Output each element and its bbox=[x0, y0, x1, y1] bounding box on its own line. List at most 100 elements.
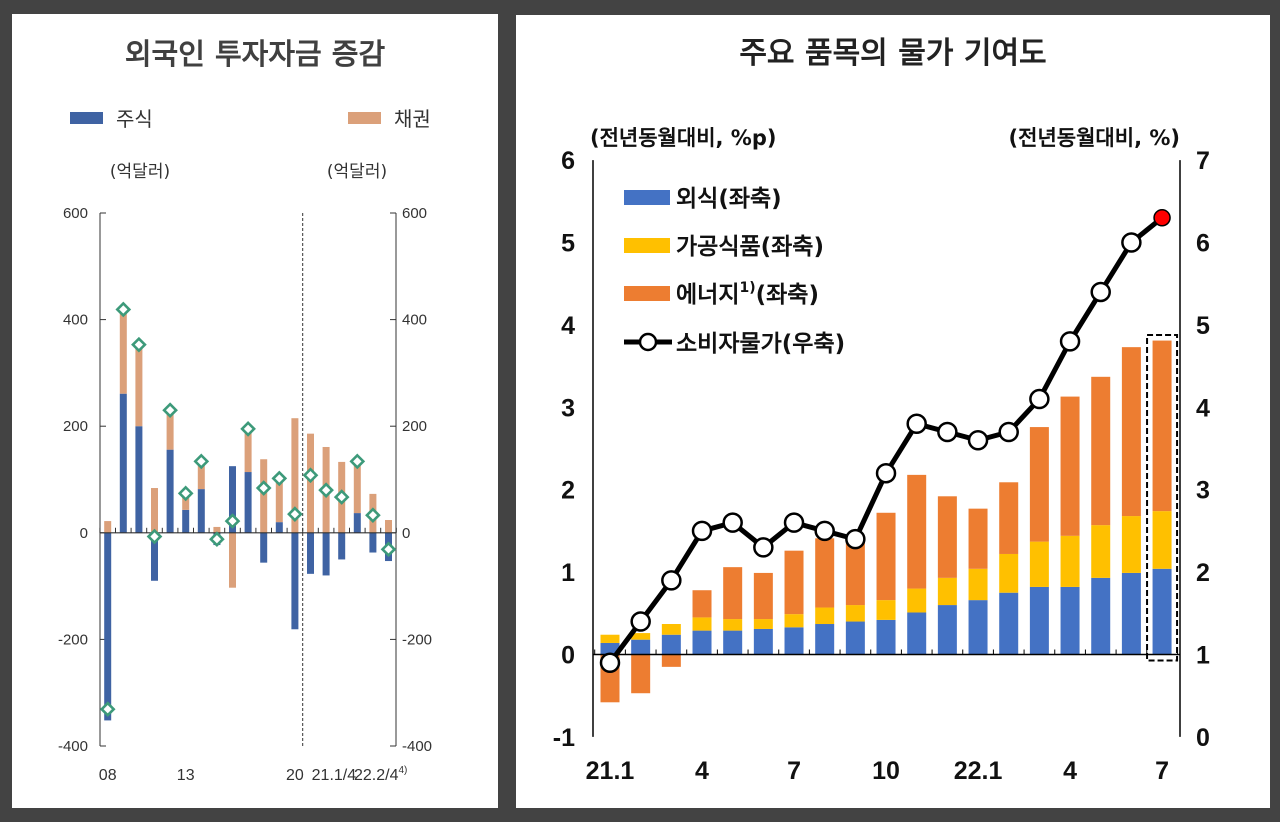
bar-processed-food bbox=[876, 600, 896, 620]
bar-processed-food bbox=[1091, 525, 1111, 578]
bar-dining bbox=[784, 627, 804, 655]
bar-bond bbox=[104, 521, 112, 533]
bar-processed-food bbox=[1121, 516, 1141, 573]
bar-processed-food bbox=[845, 605, 865, 622]
net-marker bbox=[224, 513, 241, 529]
cpi-point-latest bbox=[1153, 209, 1171, 227]
bar-processed-food bbox=[631, 633, 651, 640]
bar-stock bbox=[182, 509, 190, 533]
y-tick-label-left: 1 bbox=[561, 559, 575, 587]
legend-swatch-bond bbox=[348, 112, 381, 124]
bar-dining bbox=[999, 592, 1019, 655]
y-tick-label-left: 400 bbox=[63, 312, 88, 329]
net-marker bbox=[131, 336, 147, 353]
x-tick-label: 4 bbox=[1063, 757, 1077, 785]
legend-swatch-cpi-marker bbox=[638, 332, 658, 352]
y-tick-label-left: 2 bbox=[561, 477, 575, 505]
cpi-point bbox=[691, 520, 713, 542]
bar-stock bbox=[135, 426, 143, 533]
bar-dining bbox=[815, 624, 835, 655]
net-marker bbox=[209, 531, 225, 548]
y-tick-label-right: 0 bbox=[1196, 724, 1210, 752]
net-marker bbox=[302, 467, 319, 484]
bar-processed-food bbox=[968, 568, 988, 601]
legend-label-cpi: 소비자물가(우축) bbox=[676, 331, 845, 357]
legend-swatch-energy bbox=[624, 286, 670, 301]
bar-dining bbox=[753, 628, 773, 655]
legend-swatch-dining bbox=[624, 190, 670, 205]
bar-energy bbox=[784, 550, 804, 615]
y-tick-label-left: 3 bbox=[561, 394, 575, 422]
x-tick-label: 10 bbox=[872, 757, 900, 785]
cpi-point bbox=[722, 512, 743, 533]
cpi-point bbox=[967, 430, 989, 451]
legend-superscript: 1) bbox=[739, 280, 755, 296]
price-contribution-chart-panel: 주요 품목의 물가 기여도 (전년동월대비, %p) (전년동월대비, %) -1 0 1… bbox=[516, 15, 1270, 808]
bar-dining bbox=[968, 600, 988, 655]
net-marker bbox=[99, 701, 116, 718]
bar-dining bbox=[1029, 586, 1049, 655]
bar-processed-food bbox=[692, 617, 712, 631]
bar-stock bbox=[260, 532, 268, 563]
bar-dining bbox=[845, 621, 865, 655]
bar-stock bbox=[197, 489, 205, 533]
bar-stock bbox=[275, 522, 283, 533]
y-tick-label-left: -1 bbox=[553, 724, 575, 752]
cpi-point bbox=[1059, 331, 1081, 352]
bar-processed-food bbox=[1152, 511, 1172, 569]
y-tick-label-right: -200 bbox=[402, 631, 432, 648]
legend-swatch-stock bbox=[70, 112, 103, 124]
bar-stock bbox=[229, 466, 236, 533]
cpi-point bbox=[845, 528, 866, 550]
y-tick-label-left: 0 bbox=[561, 642, 575, 670]
y-tick-label-right: 1 bbox=[1196, 642, 1210, 670]
legend-suffix: (좌축) bbox=[756, 282, 819, 308]
y-tick-label-left: -200 bbox=[58, 631, 88, 648]
bar-dining bbox=[692, 630, 712, 655]
net-marker bbox=[287, 506, 303, 522]
y-tick-label-left: 6 bbox=[561, 147, 575, 175]
bar-energy bbox=[907, 474, 927, 589]
bar-bond bbox=[244, 428, 252, 473]
cpi-point bbox=[998, 421, 1019, 443]
cpi-point bbox=[753, 537, 774, 558]
y-tick-label-left: 200 bbox=[63, 418, 88, 435]
chart-title: 외국인 투자자금 증감 bbox=[125, 37, 386, 71]
bar-energy bbox=[723, 567, 743, 620]
y-tick-label-right: 200 bbox=[402, 418, 427, 435]
bar-stock bbox=[104, 532, 112, 721]
y-axis-unit-right: (억달러) bbox=[327, 162, 387, 182]
bar-processed-food bbox=[937, 577, 957, 606]
bar-bond bbox=[275, 478, 283, 523]
cpi-point bbox=[1121, 232, 1142, 253]
y-tick-label-right: 400 bbox=[402, 312, 427, 329]
y-tick-label-right: 4 bbox=[1196, 394, 1210, 422]
net-marker bbox=[162, 402, 178, 419]
bar-energy bbox=[937, 496, 957, 578]
net-marker bbox=[349, 453, 366, 470]
bar-bond bbox=[229, 532, 236, 588]
x-tick-label: 22.1 bbox=[954, 757, 1003, 785]
bar-processed-food bbox=[723, 619, 743, 631]
y-tick-label-left: 4 bbox=[561, 312, 575, 340]
y-tick-label-right: 0 bbox=[402, 525, 410, 542]
bar-bond bbox=[353, 461, 361, 514]
y-axis-unit-right: (전년동월대비, %) bbox=[1009, 126, 1180, 150]
bar-dining bbox=[661, 634, 681, 655]
x-tick-label-superscript: 4) bbox=[398, 765, 407, 776]
cpi-point bbox=[814, 520, 835, 542]
bar-bond bbox=[385, 520, 392, 533]
bar-stock bbox=[119, 393, 127, 533]
bar-processed-food bbox=[753, 619, 773, 629]
bar-energy bbox=[1060, 396, 1080, 536]
bar-stock bbox=[369, 532, 377, 553]
x-tick-label: 20 bbox=[286, 767, 304, 784]
bar-dining bbox=[937, 605, 957, 655]
y-tick-label-right: 600 bbox=[402, 205, 427, 222]
bar-energy bbox=[631, 654, 651, 694]
bar-stock bbox=[353, 513, 361, 533]
bar-dining bbox=[600, 642, 620, 655]
net-marker bbox=[318, 482, 334, 498]
bar-energy bbox=[661, 654, 681, 667]
y-tick-label-right: 3 bbox=[1196, 477, 1210, 505]
